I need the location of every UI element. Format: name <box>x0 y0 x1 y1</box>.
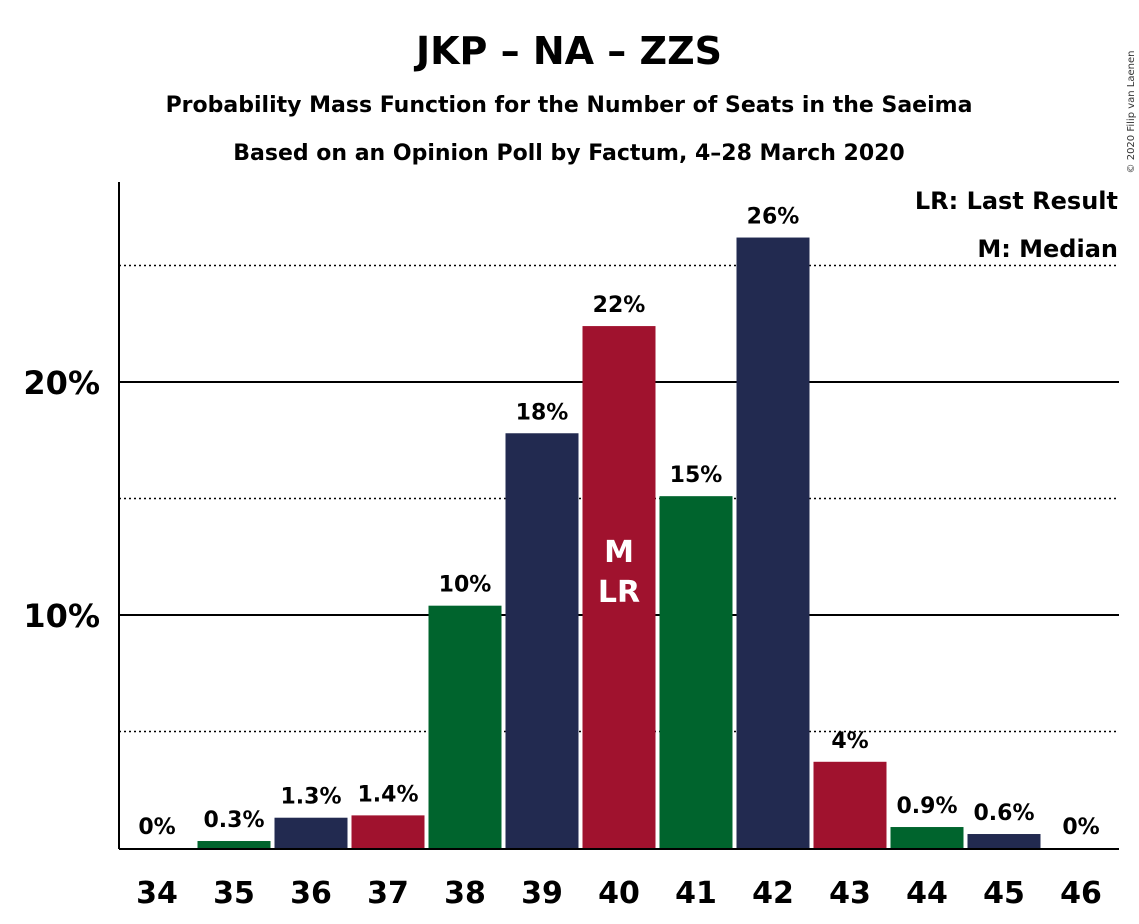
bars <box>197 237 1041 849</box>
data-label-35: 0.3% <box>203 808 264 833</box>
x-tick-label-46: 46 <box>1060 876 1102 911</box>
data-label-36: 1.3% <box>280 785 341 810</box>
data-label-39: 18% <box>516 400 569 425</box>
chart-subtitle-poll: Based on an Opinion Poll by Factum, 4–28… <box>233 141 905 166</box>
x-tick-label-36: 36 <box>290 876 332 911</box>
bar-45 <box>967 834 1041 848</box>
data-label-46: 0% <box>1062 815 1099 840</box>
bar-41 <box>659 496 733 848</box>
data-label-42: 26% <box>747 205 800 230</box>
bar-40 <box>582 326 656 849</box>
data-labels: 0% 0.3% 1.3% 1.4% 10% 18% 22% M LR 15% 26% 4% 0.9% 0.… <box>138 205 1099 840</box>
legend-last-result: LR: Last Result <box>915 187 1118 215</box>
x-tick-label-42: 42 <box>752 876 794 911</box>
legend-median: M: Median <box>977 235 1118 263</box>
x-tick-label-34: 34 <box>136 876 178 911</box>
x-tick-label-41: 41 <box>675 876 717 911</box>
x-tick-label-37: 37 <box>367 876 409 911</box>
x-tick-label-43: 43 <box>829 876 871 911</box>
data-label-45: 0.6% <box>973 801 1034 826</box>
bar-marker-m-40: M <box>604 535 634 570</box>
bar-37 <box>351 815 425 848</box>
data-label-43: 4% <box>831 729 868 754</box>
data-label-40: 22% <box>593 293 646 318</box>
data-label-41: 15% <box>670 463 723 488</box>
x-tick-label-39: 39 <box>521 876 563 911</box>
bar-35 <box>197 841 271 848</box>
data-label-34: 0% <box>138 815 175 840</box>
x-axis-ticks: 34 35 36 37 38 39 40 41 42 43 44 45 46 <box>136 876 1102 911</box>
copyright-note: © 2020 Filip van Laenen <box>1126 51 1137 174</box>
chart-subtitle: Probability Mass Function for the Number… <box>166 93 973 118</box>
bar-44 <box>890 827 964 848</box>
bar-43 <box>813 761 887 848</box>
y-tick-label-20: 20% <box>23 364 100 402</box>
x-tick-label-38: 38 <box>444 876 486 911</box>
bar-marker-lr-40: LR <box>598 575 640 610</box>
bar-38 <box>428 605 502 848</box>
chart-title: JKP – NA – ZZS <box>413 29 722 73</box>
x-tick-label-44: 44 <box>906 876 948 911</box>
x-tick-label-35: 35 <box>213 876 255 911</box>
y-axis-ticks: 10% 20% <box>23 364 100 635</box>
data-label-38: 10% <box>439 573 492 598</box>
data-label-37: 1.4% <box>357 782 418 807</box>
bar-36 <box>274 817 348 848</box>
data-label-44: 0.9% <box>896 794 957 819</box>
x-tick-label-40: 40 <box>598 876 640 911</box>
x-tick-label-45: 45 <box>983 876 1025 911</box>
y-tick-label-10: 10% <box>23 597 100 635</box>
bar-39 <box>505 433 579 848</box>
bar-42 <box>736 237 810 849</box>
